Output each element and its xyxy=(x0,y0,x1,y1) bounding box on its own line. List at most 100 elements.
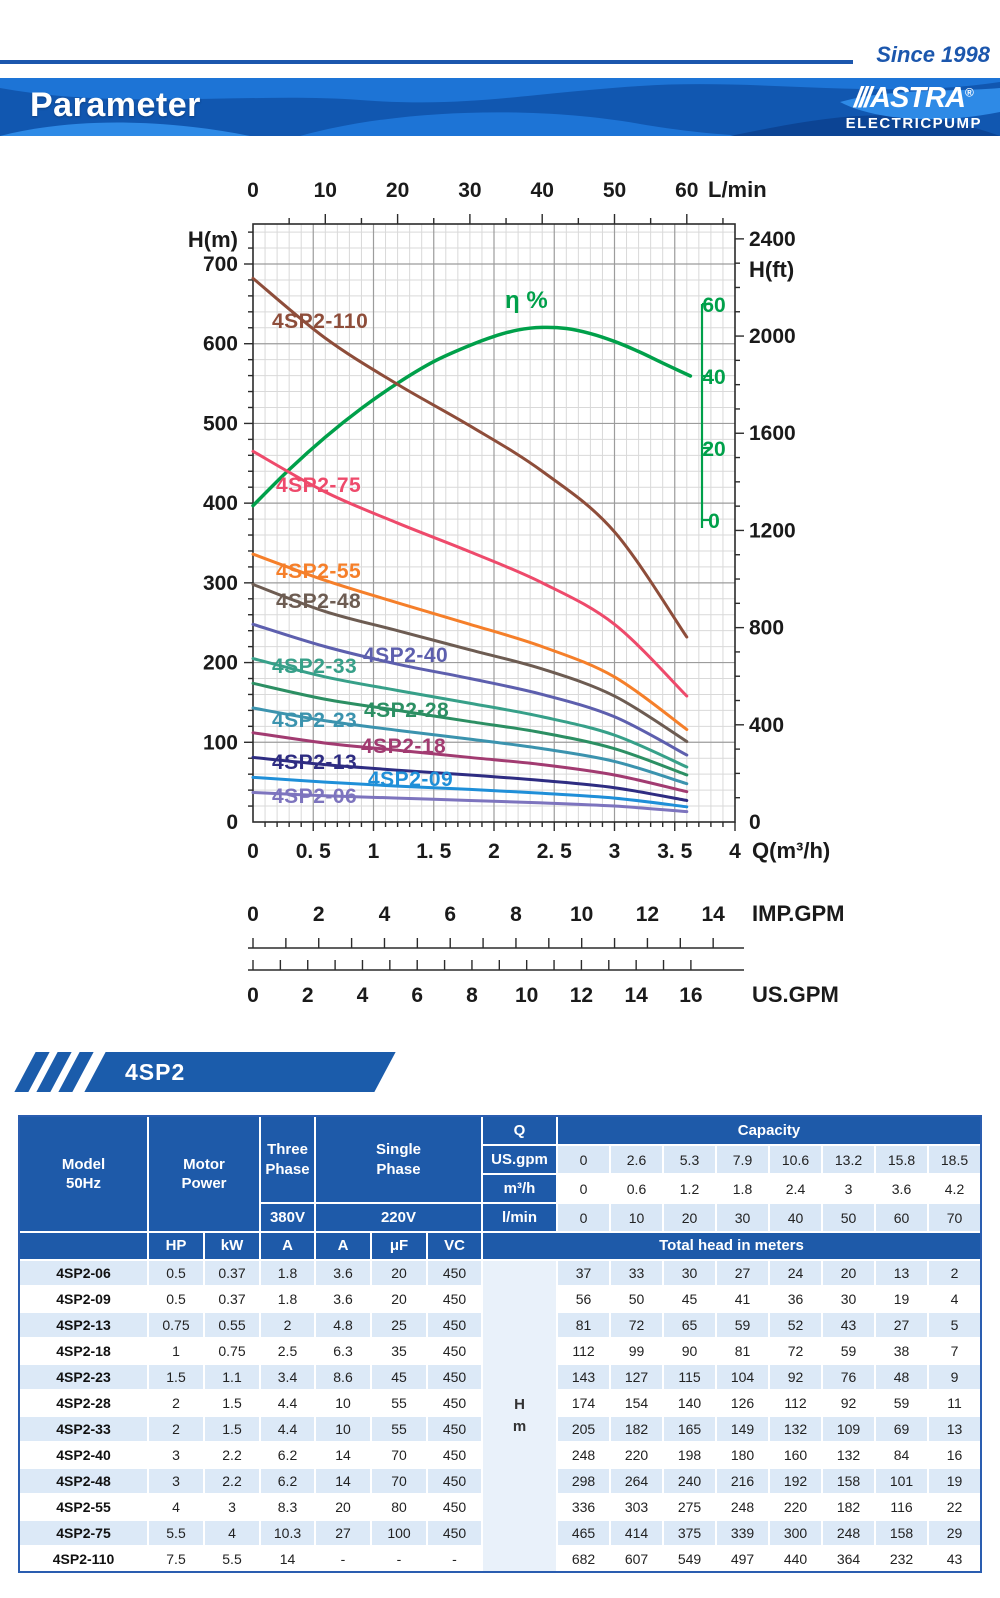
left-axis-tick-label: 700 xyxy=(203,253,238,276)
spec-cell: - xyxy=(372,1547,426,1571)
spec-cell: 5.5 xyxy=(205,1547,259,1571)
capacity-value-cell: 60 xyxy=(876,1204,927,1231)
head-value-cell: 11 xyxy=(929,1391,980,1415)
head-value-cell: 4 xyxy=(929,1287,980,1311)
model-column-header: Model 50Hz xyxy=(20,1117,147,1231)
head-value-cell: 143 xyxy=(558,1365,609,1389)
model-cell: 4SP2-09 xyxy=(20,1287,147,1311)
head-value-cell: 92 xyxy=(770,1365,821,1389)
m3h-row-label: m³/h xyxy=(483,1175,556,1202)
model-cell: 4SP2-28 xyxy=(20,1391,147,1415)
head-value-cell: 275 xyxy=(664,1495,715,1519)
head-value-cell: 240 xyxy=(664,1469,715,1493)
curve-4SP2-23 xyxy=(251,706,689,786)
three-phase-line1: Three xyxy=(267,1141,308,1158)
spec-cell: 0.75 xyxy=(149,1313,203,1337)
m-label: m xyxy=(512,1418,527,1435)
head-value-cell: 37 xyxy=(558,1261,609,1285)
us-axis-tick-label: 2 xyxy=(302,984,314,1007)
head-value-cell: 182 xyxy=(823,1495,874,1519)
head-value-cell: 9 xyxy=(929,1365,980,1389)
spec-cell: 6.2 xyxy=(261,1469,314,1493)
pump-performance-chart: 0 10 20 30 40 50 60 L/min7006005004003002001000… xyxy=(188,177,845,1007)
capacity-value-cell: 15.8 xyxy=(876,1146,927,1173)
spec-cell: 3 xyxy=(149,1469,203,1493)
capacity-value-cell: 70 xyxy=(929,1204,980,1231)
curve-label-4SP2-13: 4SP2-13 xyxy=(272,751,357,774)
head-value-cell: 174 xyxy=(558,1391,609,1415)
capacity-value-cell: 1.2 xyxy=(664,1175,715,1202)
head-value-cell: 43 xyxy=(823,1313,874,1337)
head-value-cell: 50 xyxy=(611,1287,662,1311)
empty-header-cell xyxy=(20,1233,147,1259)
left-axis-tick-label: 600 xyxy=(203,333,238,356)
capacity-value-cell: 3.6 xyxy=(876,1175,927,1202)
model-cell: 4SP2-110 xyxy=(20,1547,147,1571)
bottom-axis-tick-label: 1. 5 xyxy=(416,840,451,863)
spec-cell: 10 xyxy=(316,1417,370,1441)
head-value-cell: 16 xyxy=(929,1443,980,1467)
eta-axis-tick-label: 20 xyxy=(702,438,725,461)
capacity-value-cell: 10.6 xyxy=(770,1146,821,1173)
head-value-cell: 48 xyxy=(876,1365,927,1389)
spec-cell: 3.6 xyxy=(316,1287,370,1311)
head-value-cell: 336 xyxy=(558,1495,609,1519)
head-value-cell: 497 xyxy=(717,1547,768,1571)
head-value-cell: 154 xyxy=(611,1391,662,1415)
curve-label-4SP2-48: 4SP2-48 xyxy=(276,590,361,613)
model-cell: 4SP2-23 xyxy=(20,1365,147,1389)
head-value-cell: 440 xyxy=(770,1547,821,1571)
head-value-cell: 112 xyxy=(770,1391,821,1415)
right-axis-unit-label: H(ft) xyxy=(749,257,794,282)
spec-cell: 1.5 xyxy=(205,1417,259,1441)
eta-axis-tick-label: 60 xyxy=(702,294,725,317)
curve-4SP2-48 xyxy=(251,582,689,743)
right-axis-tick-label: 2400 xyxy=(749,228,796,251)
us-axis-tick-label: 12 xyxy=(570,984,593,1007)
spec-cell: 6.2 xyxy=(261,1443,314,1467)
head-value-cell: 99 xyxy=(611,1339,662,1363)
spec-cell: 3.6 xyxy=(316,1261,370,1285)
spec-cell: 450 xyxy=(428,1261,481,1285)
spec-cell: 0.5 xyxy=(149,1261,203,1285)
three-phase-header: Three Phase xyxy=(261,1117,314,1202)
head-value-cell: 132 xyxy=(823,1443,874,1467)
head-value-cell: 248 xyxy=(717,1495,768,1519)
top-axis-tick-label: 30 xyxy=(458,179,481,202)
curve-label-4SP2-09: 4SP2-09 xyxy=(368,768,453,791)
head-value-cell: 84 xyxy=(876,1443,927,1467)
spec-cell: 450 xyxy=(428,1469,481,1493)
head-value-cell: 264 xyxy=(611,1469,662,1493)
capacity-value-cell: 5.3 xyxy=(664,1146,715,1173)
curve-label-4SP2-23: 4SP2-23 xyxy=(272,709,357,732)
lmin-row-label: l/min xyxy=(483,1204,556,1231)
head-value-cell: 158 xyxy=(823,1469,874,1493)
us-axis-tick-label: 0 xyxy=(247,984,259,1007)
spec-cell: 450 xyxy=(428,1521,481,1545)
head-value-cell: 112 xyxy=(558,1339,609,1363)
top-axis-tick-label: 0 xyxy=(247,179,259,202)
head-value-cell: 205 xyxy=(558,1417,609,1441)
head-value-cell: 465 xyxy=(558,1521,609,1545)
since-1998-text: Since 1998 xyxy=(876,42,990,67)
spec-cell: 70 xyxy=(372,1469,426,1493)
head-value-cell: 182 xyxy=(611,1417,662,1441)
hp-header: HP xyxy=(149,1233,203,1259)
parameter-table: Model 50Hz Motor Power Three Phase 380V … xyxy=(18,1115,982,1573)
capacity-value-cell: 20 xyxy=(664,1204,715,1231)
left-axis-tick-label: 300 xyxy=(203,572,238,595)
curve-label-4SP2-55: 4SP2-55 xyxy=(276,560,361,583)
head-value-cell: 132 xyxy=(770,1417,821,1441)
model-cell: 4SP2-06 xyxy=(20,1261,147,1285)
head-value-cell: 2 xyxy=(929,1261,980,1285)
single-phase-line2: Phase xyxy=(376,1160,421,1178)
model-cell: 4SP2-48 xyxy=(20,1469,147,1493)
uf-header: μF xyxy=(372,1233,426,1259)
curve-4SP2-75 xyxy=(251,449,689,698)
curve-label-4SP2-75: 4SP2-75 xyxy=(276,474,361,497)
spec-cell: 14 xyxy=(316,1443,370,1467)
head-value-cell: 180 xyxy=(717,1443,768,1467)
spec-cell: - xyxy=(316,1547,370,1571)
single-phase-header: Single Phase xyxy=(316,1117,481,1202)
head-value-cell: 29 xyxy=(929,1521,980,1545)
